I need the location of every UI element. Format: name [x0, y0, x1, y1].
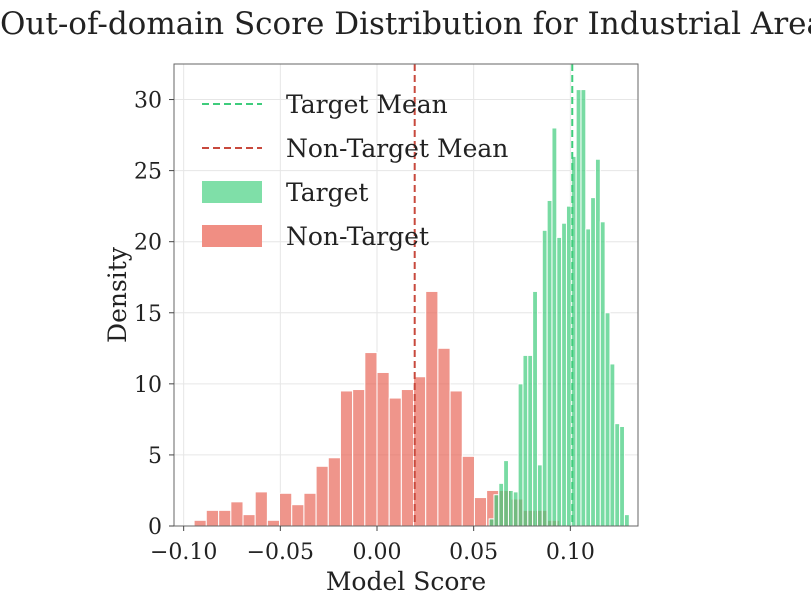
y-tick-label: 0 [148, 515, 162, 540]
legend-swatch-target [202, 181, 262, 203]
target-bar [614, 423, 621, 527]
non-target-bar [388, 397, 402, 527]
non-target-bar [291, 504, 305, 527]
legend-swatch-non-target [202, 225, 262, 247]
non-target-bar [425, 290, 439, 527]
y-tick-label: 5 [148, 444, 162, 469]
target-bar [541, 229, 548, 527]
target-bar [498, 482, 505, 527]
target-bar [546, 199, 553, 527]
non-target-bar [339, 390, 354, 527]
non-target-bar [254, 491, 268, 527]
plot-frame [173, 63, 639, 527]
x-tick-label: 0.10 [546, 540, 595, 565]
axis-ticks: −0.10 −0.05 0.00 0.05 0.10 0 5 10 15 20 25 30 [134, 89, 595, 565]
target-bar [565, 205, 572, 527]
target-bar [619, 425, 625, 527]
non-target-bar [230, 501, 244, 527]
x-tick-label: −0.10 [150, 540, 217, 565]
y-tick-label: 30 [134, 89, 162, 114]
target-bar [623, 514, 630, 527]
target-bar [575, 89, 582, 527]
non-target-bar [352, 389, 366, 527]
x-tick-label: 0.00 [353, 540, 402, 565]
target-bar [536, 464, 543, 527]
non-target-bar [449, 390, 463, 527]
target-bar [580, 89, 587, 527]
non-target-bar [205, 509, 220, 527]
mean-lines [413, 64, 574, 526]
legend-label-non-target: Non-Target [286, 222, 429, 251]
non-target-bar [315, 465, 329, 527]
x-tick-label: −0.05 [247, 540, 314, 565]
target-bar [551, 127, 558, 527]
target-bar [594, 158, 601, 527]
target-bar [599, 221, 606, 527]
y-tick-label: 10 [134, 373, 162, 398]
non-target-bar [437, 347, 451, 527]
legend: Target Mean Non-Target Mean Target Non-Targ… [202, 90, 508, 251]
target-bar [517, 383, 524, 527]
y-tick-label: 20 [134, 231, 162, 256]
target-bar [488, 518, 495, 527]
non-target-bar [327, 457, 341, 527]
non-target-bar [364, 352, 378, 527]
y-tick-label: 25 [134, 160, 162, 185]
target-bar [590, 197, 596, 527]
target-bar [561, 222, 567, 527]
legend-label-target: Target [286, 178, 368, 207]
legend-label-non-target-mean: Non-Target Mean [286, 134, 508, 163]
target-bar [522, 354, 529, 527]
non-target-bar [473, 497, 488, 527]
target-bar [527, 354, 534, 527]
non-target-bar [400, 389, 415, 527]
y-tick-label: 15 [134, 302, 162, 327]
legend-label-target-mean: Target Mean [286, 90, 448, 119]
non-target-bar [193, 519, 207, 527]
target-bar [585, 228, 592, 527]
non-target-bar [461, 455, 475, 527]
x-tick-label: 0.05 [449, 540, 498, 565]
target-bar [604, 312, 611, 527]
target-bar [512, 491, 519, 527]
target-bar [532, 290, 538, 527]
y-axis-label: Density [103, 246, 132, 343]
target-bar [507, 489, 514, 527]
target-bar [556, 236, 563, 527]
non-target-bar [242, 514, 256, 527]
target-bar [609, 363, 616, 527]
target-bar [493, 494, 500, 527]
non-target-bar [376, 371, 390, 527]
non-target-bar [266, 519, 281, 527]
non-target-bar [279, 492, 293, 527]
target-bar [503, 460, 509, 527]
chart-title: Out-of-domain Score Distribution for Ind… [0, 6, 811, 42]
non-target-bar [218, 509, 232, 527]
non-target-bar [303, 492, 317, 527]
x-axis-label: Model Score [326, 567, 486, 596]
